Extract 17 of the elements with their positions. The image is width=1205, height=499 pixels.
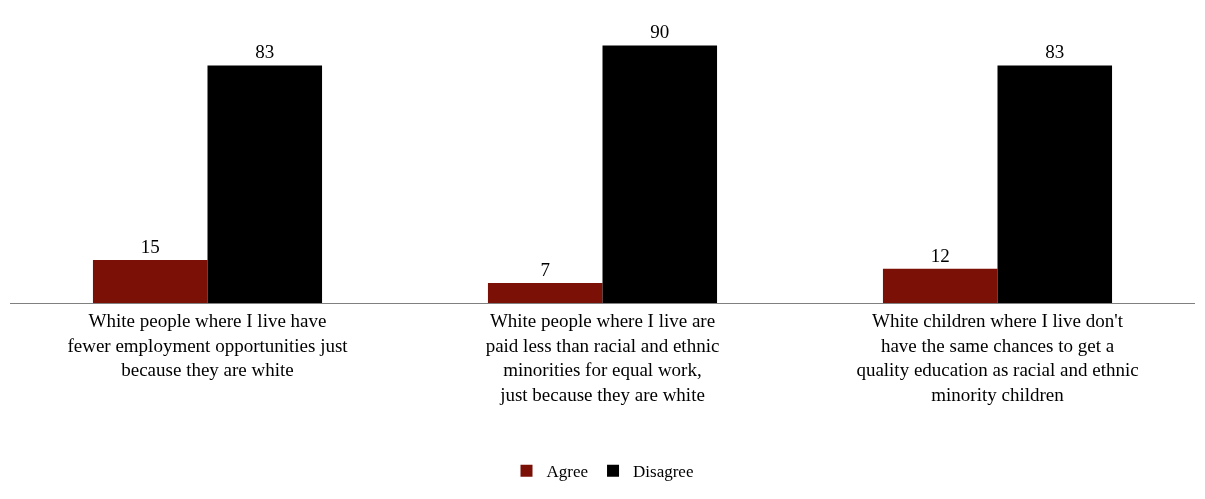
bar [487,282,603,303]
data-label: 12 [930,244,950,266]
data-label: 7 [540,258,550,280]
legend-label: Disagree [633,462,694,482]
data-label: 83 [255,41,275,63]
x-tick-label: White people where I live are paid less than racial and ethnic minorities for equal work, just because they are white [485,309,720,405]
data-label: 15 [140,236,160,258]
data-label: 90 [650,21,670,43]
bar [882,268,998,303]
x-tick-label: White people where I live have fewer employment opportunities just because they are white [67,309,349,381]
legend-label: Agree [546,462,589,482]
x-tick-label: White children where I live don't have the same chances to get a quality education as racial and ethnic minority children [856,309,1139,405]
bar [602,45,718,303]
bar [997,65,1113,303]
bar [207,65,323,303]
bar [92,260,208,303]
data-label: 83 [1045,41,1065,63]
